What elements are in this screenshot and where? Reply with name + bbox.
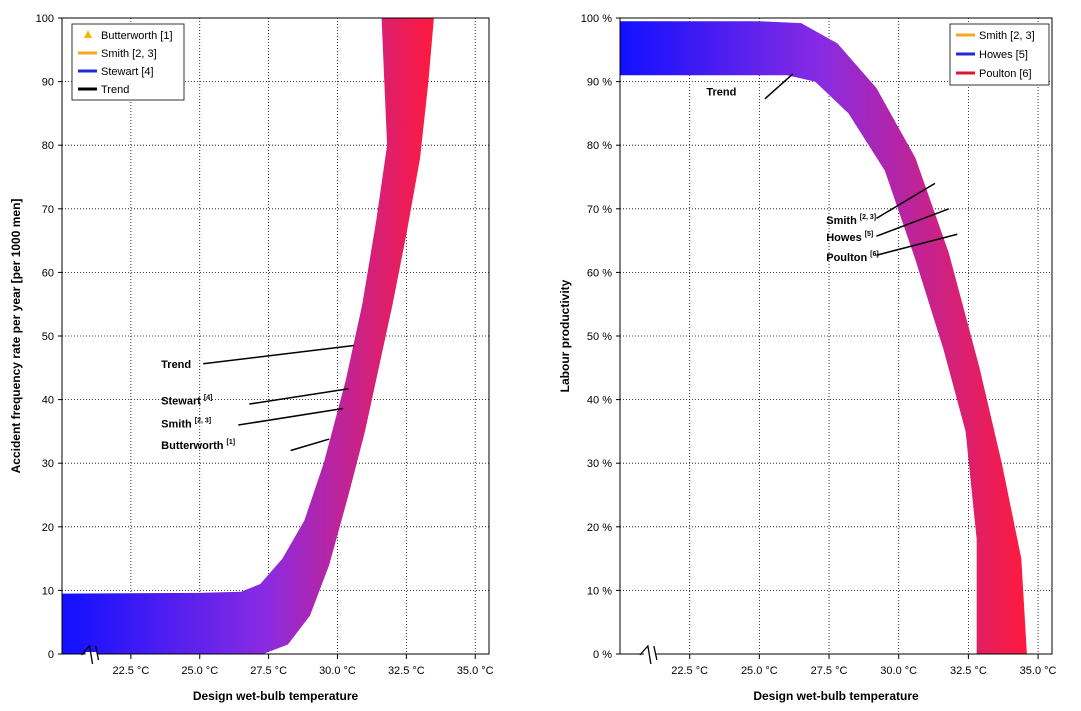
legend-label: Smith [2, 3] (101, 48, 157, 60)
annotation-superscript: [6] (870, 251, 879, 258)
y-tick-label: 20 % (587, 522, 612, 534)
y-tick-label: 40 % (587, 395, 612, 407)
legend-label: Trend (101, 84, 129, 96)
y-axis-title: Labour productivity (558, 279, 572, 392)
y-axis-title: Accident frequency rate per year [per 10… (9, 199, 23, 474)
annotation-leader (876, 233, 958, 256)
legend-label: Poulton [6] (979, 68, 1032, 80)
x-tick-label: 22.5 °C (112, 665, 149, 677)
y-tick-label: 50 (42, 331, 54, 343)
annotation-label: Poulton (826, 252, 867, 264)
x-tick-label: 30.0 °C (319, 665, 356, 677)
y-tick-label: 60 (42, 267, 54, 279)
x-tick-label: 30.0 °C (880, 665, 917, 677)
y-tick-label: 30 % (587, 458, 612, 470)
x-tick-label: 32.5 °C (388, 665, 425, 677)
y-tick-label: 40 (42, 395, 54, 407)
chart-panel-2: 22.5 °C 25.0 °C 27.5 °C 30.0 °C 32.5 °C 35.0 … (558, 13, 1057, 703)
annotation-superscript: [5] (865, 231, 874, 238)
annotation-superscript: [1] (227, 439, 236, 446)
y-tick-label: 50 % (587, 331, 612, 343)
x-tick-label: 27.5 °C (250, 665, 287, 677)
x-axis-title: Design wet-bulb temperature (193, 689, 359, 703)
y-tick-label: 100 (36, 13, 54, 25)
y-tick-label: 70 (42, 204, 54, 216)
y-tick-label: 20 (42, 522, 54, 534)
annotation-label: Trend (161, 359, 191, 371)
legend-marker-triangle (84, 30, 92, 38)
annotation-leader (764, 73, 794, 100)
x-tick-label: 25.0 °C (741, 665, 778, 677)
annotation-leader (876, 182, 936, 219)
annotation-superscript: [2, 3] (860, 214, 876, 221)
y-tick-label: 80 (42, 140, 54, 152)
y-tick-label: 70 % (587, 204, 612, 216)
annotation-leader (203, 344, 355, 365)
x-tick-label: 35.0 °C (1020, 665, 1057, 677)
x-tick-label: 22.5 °C (671, 665, 708, 677)
annotation-label: Howes (826, 232, 861, 244)
annotation-label: Smith (161, 419, 192, 431)
chart-panel-1: 22.5 °C 25.0 °C 27.5 °C 30.0 °C 32.5 °C 35.0 … (9, 13, 494, 703)
y-tick-label: 10 (42, 585, 54, 597)
annotation-label: Stewart (161, 396, 201, 408)
axis-break-mark (639, 644, 658, 665)
y-tick-label: 0 (48, 649, 54, 661)
trend-band (620, 21, 1027, 654)
annotation-leader (290, 438, 330, 452)
y-tick-label: 10 % (587, 585, 612, 597)
legend-label: Stewart [4] (101, 66, 154, 78)
axis-break-mark (81, 644, 100, 665)
x-tick-label: 27.5 °C (811, 665, 848, 677)
x-axis-title: Design wet-bulb temperature (753, 689, 919, 703)
x-tick-label: 35.0 °C (457, 665, 494, 677)
annotation-label: Trend (706, 87, 736, 99)
annotation-label: Butterworth (161, 440, 224, 452)
y-tick-label: 90 (42, 77, 54, 89)
annotation-label: Smith (826, 215, 857, 227)
trend-band (62, 18, 434, 654)
annotation-superscript: [4] (204, 395, 213, 402)
x-tick-label: 32.5 °C (950, 665, 987, 677)
x-tick-label: 25.0 °C (181, 665, 218, 677)
y-tick-label: 100 % (581, 13, 612, 25)
y-tick-label: 80 % (587, 140, 612, 152)
annotation-superscript: [2, 3] (195, 418, 211, 425)
annotation-leader (238, 407, 344, 426)
y-tick-label: 0 % (593, 649, 612, 661)
annotation-leader (876, 208, 950, 237)
annotation-leader (249, 388, 349, 405)
y-tick-label: 90 % (587, 77, 612, 89)
legend-label: Smith [2, 3] (979, 30, 1035, 42)
legend-label: Howes [5] (979, 49, 1028, 61)
y-tick-label: 30 (42, 458, 54, 470)
legend-label: Butterworth [1] (101, 30, 173, 42)
y-tick-label: 60 % (587, 267, 612, 279)
